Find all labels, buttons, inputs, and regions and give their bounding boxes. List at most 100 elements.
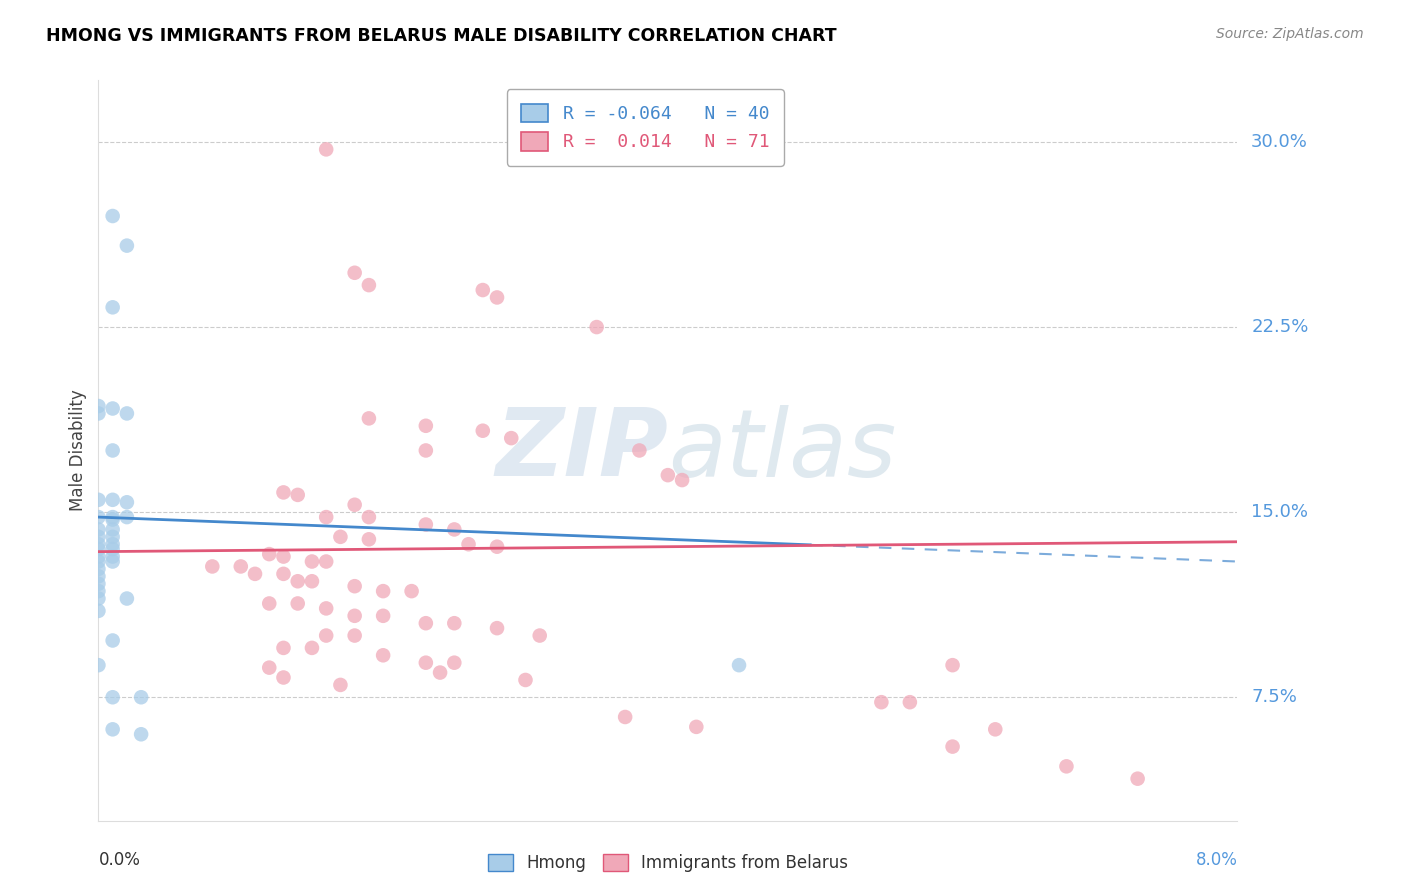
Point <box>357 510 380 524</box>
Y-axis label: Male Disability: Male Disability <box>69 390 87 511</box>
Point <box>443 656 465 670</box>
Point <box>942 739 965 754</box>
Point <box>87 549 110 564</box>
Point <box>101 209 124 223</box>
Point <box>259 547 281 561</box>
Legend: Hmong, Immigrants from Belarus: Hmong, Immigrants from Belarus <box>481 847 855 879</box>
Point <box>101 512 124 526</box>
Text: 8.0%: 8.0% <box>1195 851 1237 869</box>
Point <box>129 690 152 705</box>
Point <box>942 658 965 673</box>
Point <box>273 485 295 500</box>
Point <box>87 542 110 557</box>
Point <box>628 443 651 458</box>
Point <box>87 530 110 544</box>
Point <box>614 710 637 724</box>
Point <box>101 554 124 569</box>
Text: 15.0%: 15.0% <box>1251 503 1308 521</box>
Point <box>371 648 394 663</box>
Text: HMONG VS IMMIGRANTS FROM BELARUS MALE DISABILITY CORRELATION CHART: HMONG VS IMMIGRANTS FROM BELARUS MALE DI… <box>46 27 837 45</box>
Point <box>87 604 110 618</box>
Point <box>115 495 138 509</box>
Point <box>329 678 352 692</box>
Point <box>415 517 437 532</box>
Point <box>101 530 124 544</box>
Point <box>101 401 124 416</box>
Point <box>115 238 138 252</box>
Point <box>870 695 893 709</box>
Point <box>301 640 323 655</box>
Point <box>101 492 124 507</box>
Point <box>259 597 281 611</box>
Point <box>101 523 124 537</box>
Point <box>87 492 110 507</box>
Point <box>357 411 380 425</box>
Point <box>129 727 152 741</box>
Point <box>443 523 465 537</box>
Point <box>343 608 366 623</box>
Point <box>87 510 110 524</box>
Point <box>315 510 337 524</box>
Point <box>201 559 224 574</box>
Point <box>315 142 337 156</box>
Point <box>287 488 309 502</box>
Point <box>486 540 509 554</box>
Point <box>671 473 693 487</box>
Text: atlas: atlas <box>668 405 896 496</box>
Point <box>529 628 551 642</box>
Point <box>87 562 110 576</box>
Point <box>87 399 110 413</box>
Point <box>357 278 380 293</box>
Point <box>101 537 124 551</box>
Point <box>301 554 323 569</box>
Point <box>315 628 337 642</box>
Point <box>301 574 323 589</box>
Point <box>87 576 110 591</box>
Point <box>415 616 437 631</box>
Point <box>343 628 366 642</box>
Point <box>287 574 309 589</box>
Point <box>685 720 707 734</box>
Point <box>87 407 110 421</box>
Point <box>259 660 281 674</box>
Point <box>471 283 494 297</box>
Point <box>87 554 110 569</box>
Point <box>101 690 124 705</box>
Point <box>486 621 509 635</box>
Text: 22.5%: 22.5% <box>1251 318 1309 336</box>
Point <box>501 431 523 445</box>
Point <box>371 584 394 599</box>
Point <box>115 510 138 524</box>
Point <box>101 542 124 557</box>
Point <box>315 554 337 569</box>
Point <box>315 601 337 615</box>
Point <box>457 537 479 551</box>
Point <box>343 266 366 280</box>
Point <box>1126 772 1149 786</box>
Point <box>371 608 394 623</box>
Point <box>229 559 252 574</box>
Text: 7.5%: 7.5% <box>1251 689 1298 706</box>
Point <box>657 468 679 483</box>
Point <box>287 597 309 611</box>
Point <box>585 320 607 334</box>
Point <box>101 443 124 458</box>
Point <box>243 566 266 581</box>
Point <box>87 584 110 599</box>
Point <box>87 658 110 673</box>
Point <box>429 665 451 680</box>
Point <box>115 591 138 606</box>
Point <box>101 549 124 564</box>
Point <box>898 695 921 709</box>
Point <box>415 418 437 433</box>
Point <box>357 533 380 547</box>
Point <box>343 579 366 593</box>
Point <box>115 407 138 421</box>
Point <box>728 658 751 673</box>
Point <box>87 523 110 537</box>
Text: ZIP: ZIP <box>495 404 668 497</box>
Point <box>101 633 124 648</box>
Point <box>486 290 509 304</box>
Point <box>443 616 465 631</box>
Point <box>273 549 295 564</box>
